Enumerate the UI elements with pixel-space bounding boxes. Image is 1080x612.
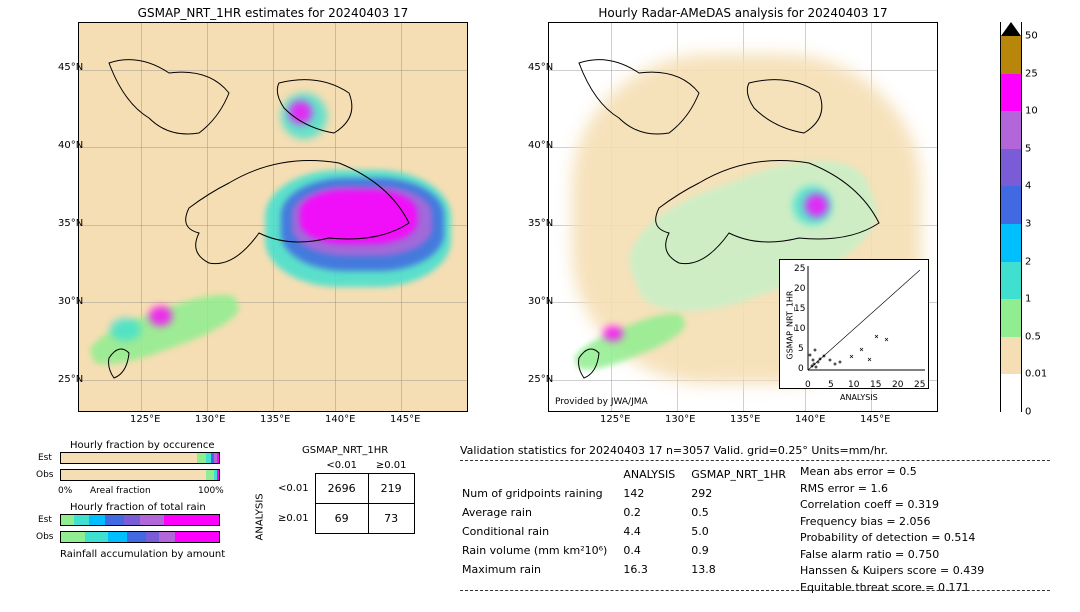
tr-obs-label: Obs <box>36 532 54 542</box>
accum-title: Rainfall accumulation by amount <box>60 549 225 560</box>
xtick: 140°E <box>795 414 825 425</box>
ytick: 45°N <box>58 62 83 73</box>
ytick: 25°N <box>58 374 83 385</box>
ytick: 30°N <box>58 296 83 307</box>
left-map-title: GSMAP_NRT_1HR estimates for 20240403 17 <box>78 6 468 20</box>
xtick: 135°E <box>730 414 760 425</box>
xtick: 145°E <box>390 414 420 425</box>
occ-obs-label: Obs <box>36 470 54 480</box>
xtick: 125°E <box>130 414 160 425</box>
ytick: 35°N <box>58 218 83 229</box>
xtick: 130°E <box>195 414 225 425</box>
ytick: 35°N <box>528 218 553 229</box>
xtick: 140°E <box>325 414 355 425</box>
scatter-inset: 0 5 10 15 20 25 0 5 10 15 20 25 ANALYSIS… <box>779 259 929 389</box>
xtick: 145°E <box>860 414 890 425</box>
contingency-table: <0.01≥0.01 <0.012696219 ≥0.016973 <box>272 458 415 534</box>
cont-col-title: GSMAP_NRT_1HR <box>302 445 388 456</box>
scatter-ylabel: GSMAP_NRT_1HR <box>786 280 795 360</box>
colorbar: 502510543210.50.010 <box>1000 22 1022 412</box>
left-map <box>78 22 468 412</box>
right-map-footer: Provided by JWA/JMA <box>555 397 648 407</box>
occ-xmin: 0% <box>58 486 72 496</box>
ytick: 25°N <box>528 374 553 385</box>
occurrence-title: Hourly fraction by occurence <box>70 440 214 451</box>
occ-est-bar <box>60 452 220 464</box>
scatter-xlabel: ANALYSIS <box>840 393 878 402</box>
cont-row-title: ANALYSIS <box>255 481 266 541</box>
ytick: 45°N <box>528 62 553 73</box>
xtick: 135°E <box>260 414 290 425</box>
ytick: 30°N <box>528 296 553 307</box>
occ-xaxis: Areal fraction <box>90 486 151 496</box>
totalrain-title: Hourly fraction of total rain <box>70 502 206 513</box>
right-map: 0 5 10 15 20 25 0 5 10 15 20 25 ANALYSIS… <box>548 22 938 412</box>
validation-stats: Mean abs error = 0.5RMS error = 1.6Corre… <box>800 464 984 596</box>
occ-est-label: Est <box>38 453 52 463</box>
right-map-title: Hourly Radar-AMeDAS analysis for 2024040… <box>548 6 938 20</box>
tr-est-label: Est <box>38 515 52 525</box>
ytick: 40°N <box>58 140 83 151</box>
validation-table: ANALYSISGSMAP_NRT_1HR Num of gridpoints … <box>460 464 802 580</box>
validation-title: Validation statistics for 20240403 17 n=… <box>460 444 888 457</box>
xtick: 125°E <box>600 414 630 425</box>
xtick: 130°E <box>665 414 695 425</box>
occ-xmax: 100% <box>198 486 224 496</box>
tr-est-bar <box>60 514 220 526</box>
occ-obs-bar <box>60 469 220 481</box>
ytick: 40°N <box>528 140 553 151</box>
tr-obs-bar <box>60 531 220 543</box>
